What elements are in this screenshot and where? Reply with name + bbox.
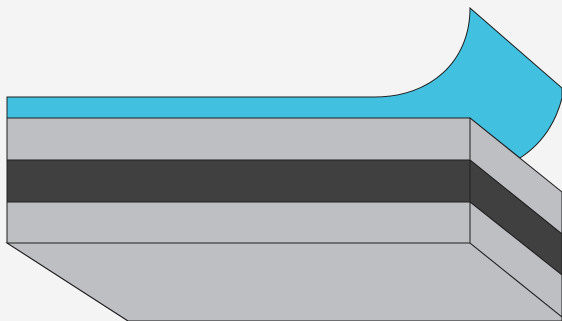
upper-light-layer [6, 117, 471, 161]
peeling-film [6, 6, 562, 159]
base-front-edge [6, 242, 129, 321]
lower-light-layer [6, 201, 471, 244]
middle-dark-layer [6, 159, 471, 203]
